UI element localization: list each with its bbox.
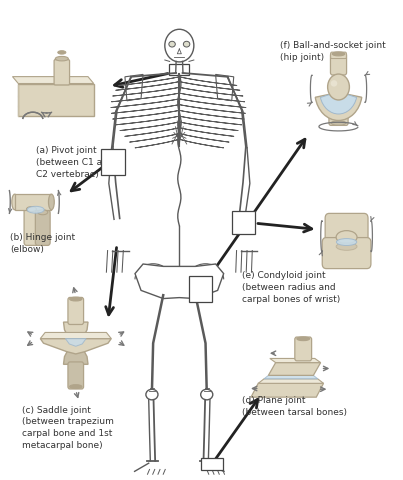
Ellipse shape [331,121,346,125]
Text: (e) Condyloid joint
(between radius and
carpal bones of wrist): (e) Condyloid joint (between radius and … [242,271,340,304]
FancyBboxPatch shape [68,298,83,324]
Text: (a) Pivot joint
(between C1 and
C2 vertebrae): (a) Pivot joint (between C1 and C2 verte… [36,146,114,179]
Polygon shape [270,359,321,362]
FancyBboxPatch shape [24,207,39,245]
Ellipse shape [55,57,69,61]
Ellipse shape [337,239,357,245]
FancyBboxPatch shape [35,210,50,245]
Ellipse shape [165,29,194,62]
Text: (b) Hinge joint
(elbow): (b) Hinge joint (elbow) [10,233,75,253]
FancyBboxPatch shape [330,52,347,59]
Ellipse shape [330,80,337,87]
FancyBboxPatch shape [232,211,255,234]
Polygon shape [64,322,88,343]
FancyBboxPatch shape [101,149,125,175]
Ellipse shape [146,389,158,400]
Ellipse shape [70,297,82,301]
FancyBboxPatch shape [295,337,312,361]
Polygon shape [12,77,94,84]
Text: (d) Plane joint
(between tarsal bones): (d) Plane joint (between tarsal bones) [242,396,347,417]
FancyBboxPatch shape [329,101,348,125]
Ellipse shape [27,206,36,212]
Polygon shape [268,362,321,375]
Wedge shape [320,92,357,114]
Ellipse shape [328,74,349,100]
Polygon shape [135,264,224,299]
Ellipse shape [169,41,175,47]
Polygon shape [40,333,111,338]
Polygon shape [65,338,86,346]
FancyBboxPatch shape [169,64,189,75]
Polygon shape [64,343,88,364]
Ellipse shape [38,210,48,215]
FancyBboxPatch shape [325,214,368,242]
FancyBboxPatch shape [189,276,212,302]
Ellipse shape [27,206,44,213]
FancyBboxPatch shape [54,60,70,85]
Ellipse shape [183,41,190,47]
Ellipse shape [297,337,310,341]
FancyBboxPatch shape [201,458,223,470]
Text: (f) Ball-and-socket joint
(hip joint): (f) Ball-and-socket joint (hip joint) [280,41,386,61]
Polygon shape [264,375,318,379]
FancyBboxPatch shape [15,194,52,210]
Ellipse shape [336,230,357,244]
FancyBboxPatch shape [322,238,371,269]
FancyBboxPatch shape [68,362,83,389]
Ellipse shape [48,194,54,210]
Ellipse shape [336,243,357,251]
Ellipse shape [70,384,82,388]
Wedge shape [315,92,362,120]
Ellipse shape [332,52,345,56]
Ellipse shape [201,389,213,400]
Polygon shape [18,84,94,116]
Ellipse shape [12,194,18,210]
Polygon shape [258,379,324,384]
Polygon shape [40,338,111,354]
Polygon shape [251,384,324,397]
FancyBboxPatch shape [330,53,347,75]
Text: (c) Saddle joint
(between trapezium
carpal bone and 1st
metacarpal bone): (c) Saddle joint (between trapezium carp… [22,406,114,450]
Ellipse shape [58,51,66,54]
